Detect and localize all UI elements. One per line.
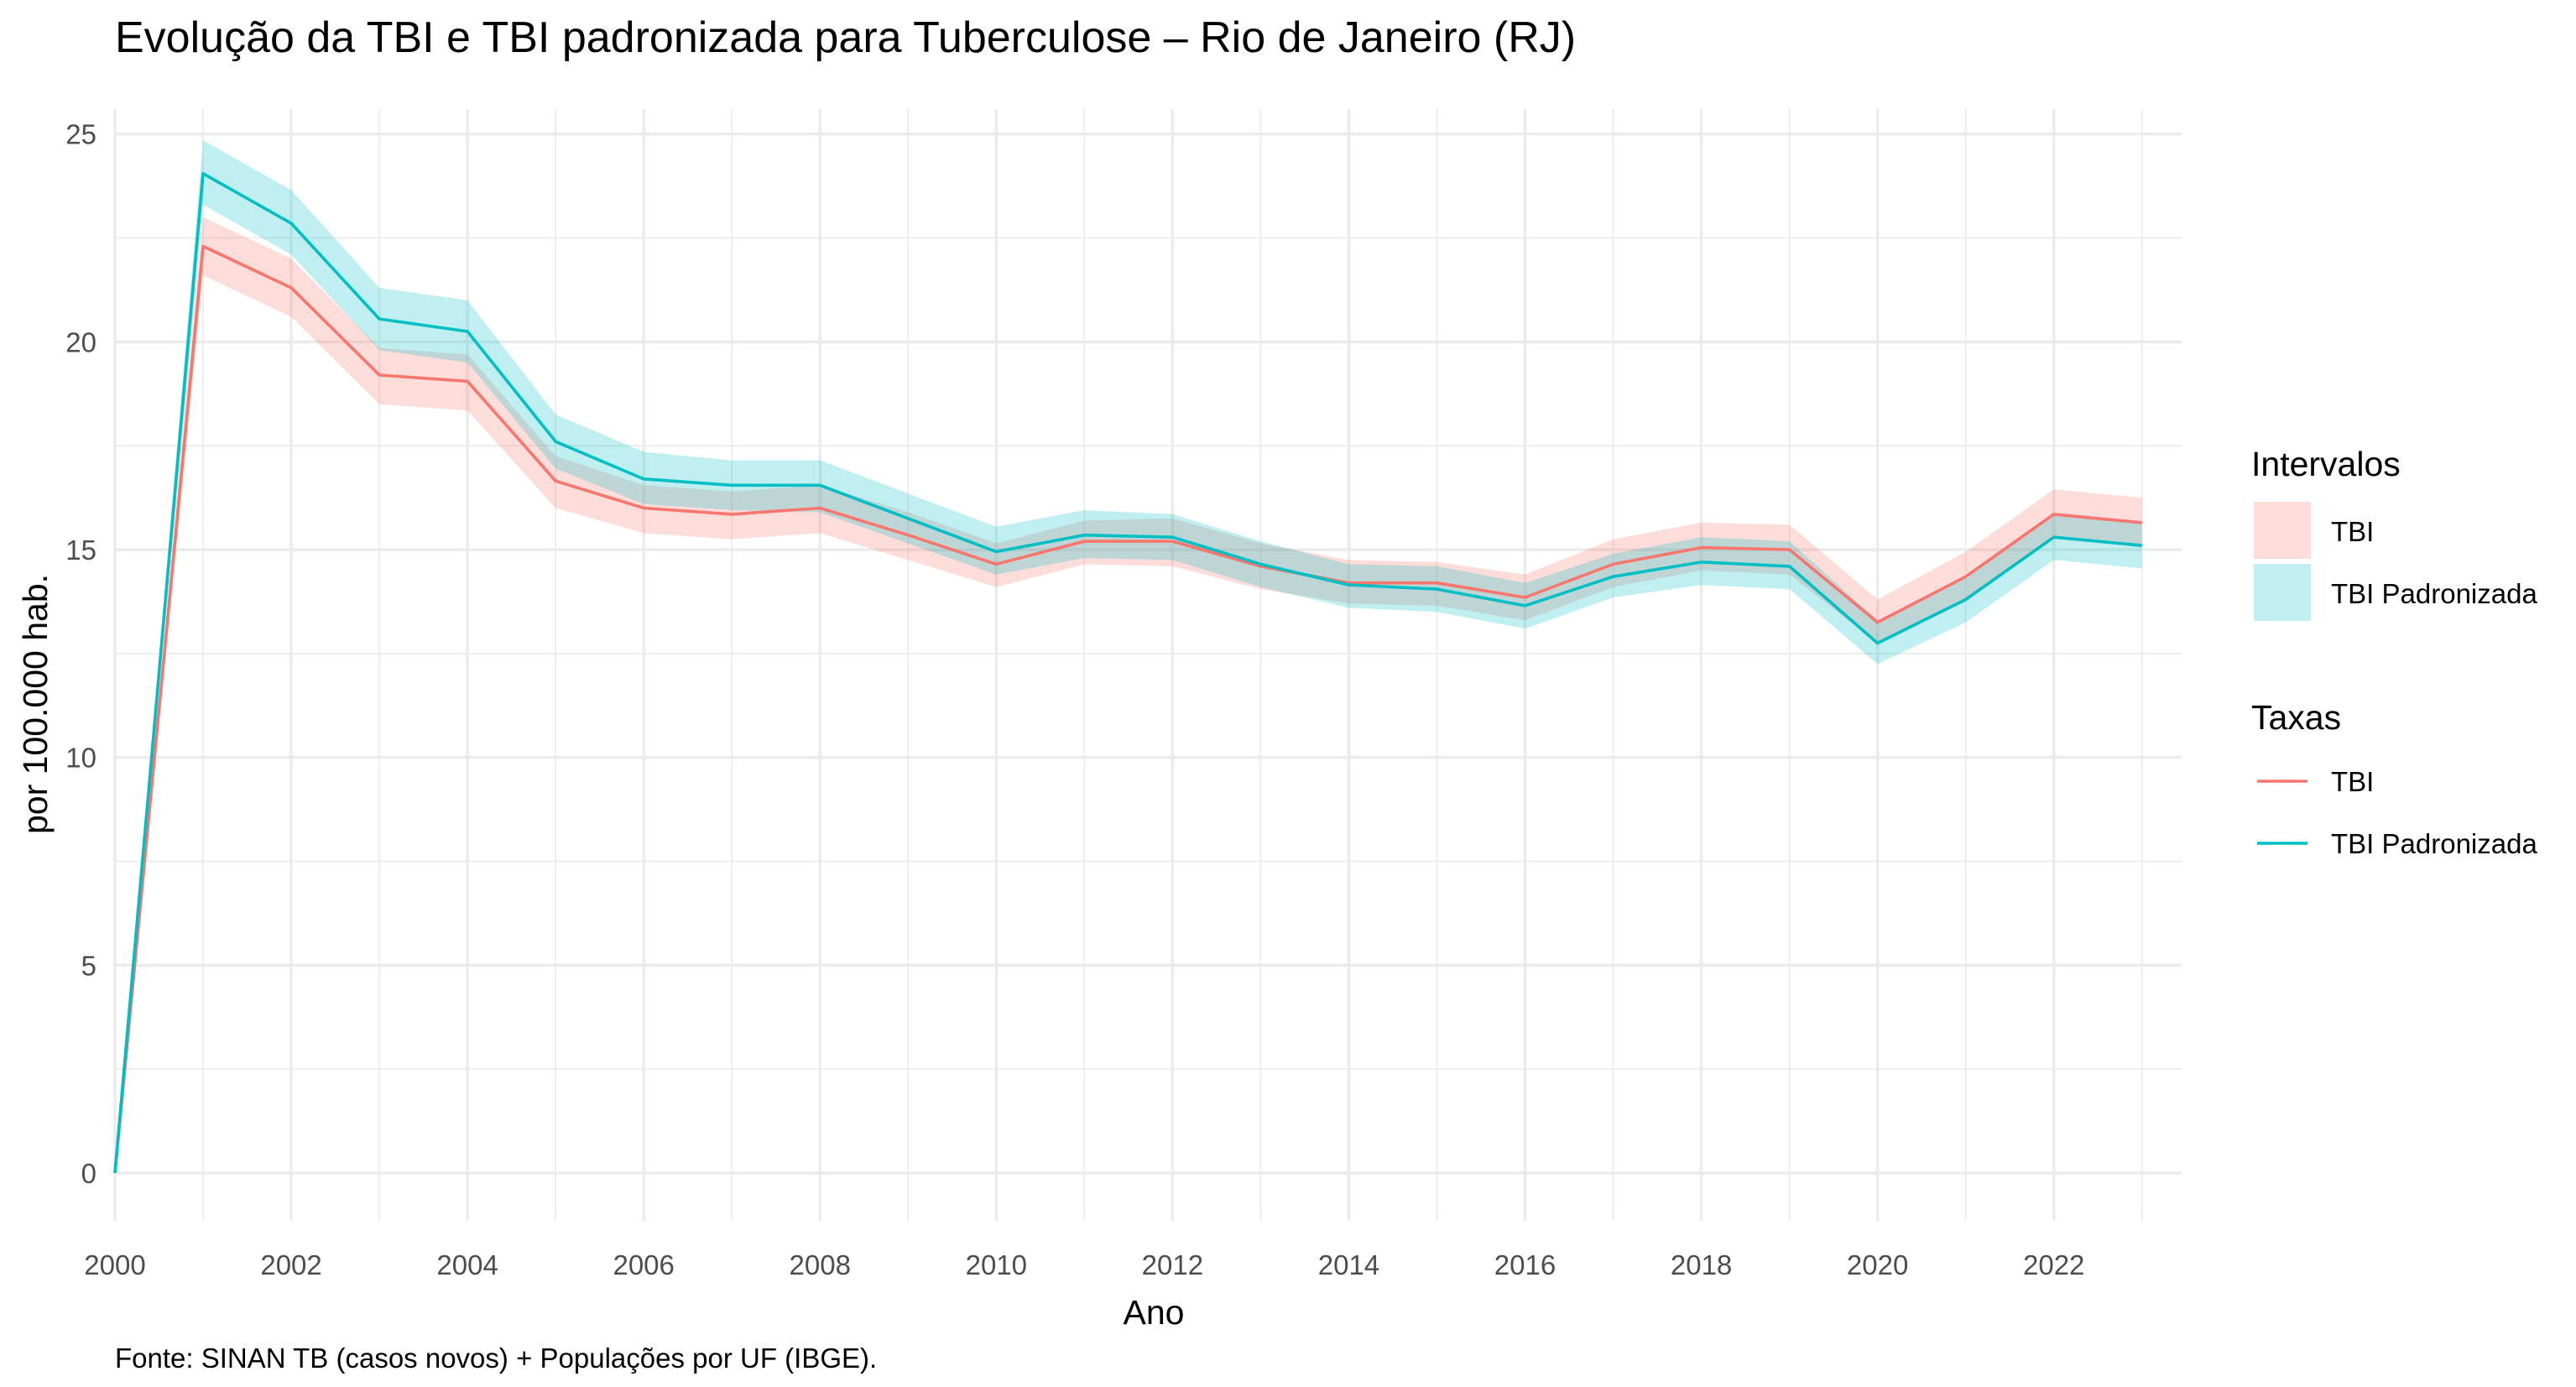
legend-interval-label-tbi-padronizada: TBI Padronizada xyxy=(2331,578,2537,609)
confidence-bands xyxy=(115,140,2142,1174)
x-tick-label: 2000 xyxy=(84,1249,145,1280)
legend-interval-swatch-tbi xyxy=(2254,502,2311,559)
x-tick-label: 2006 xyxy=(613,1249,674,1280)
series-line-tbi xyxy=(113,244,2142,1174)
y-tick-label: 10 xyxy=(65,743,96,774)
x-tick-label: 2022 xyxy=(2023,1249,2084,1280)
y-tick-label: 0 xyxy=(81,1158,96,1189)
x-tick-label: 2016 xyxy=(1494,1249,1556,1280)
legend-rate-label-tbi: TBI xyxy=(2331,766,2374,797)
legend-rate-label-tbi-padronizada: TBI Padronizada xyxy=(2331,828,2537,859)
x-tick-label: 2012 xyxy=(1142,1249,1203,1280)
x-tick-label: 2010 xyxy=(966,1249,1027,1280)
confidence-band-tbi-padronizada xyxy=(115,140,2142,1174)
legend-interval-label-tbi: TBI xyxy=(2331,516,2374,547)
x-tick-label: 2018 xyxy=(1671,1249,1732,1280)
x-tick-label: 2008 xyxy=(790,1249,851,1280)
y-tick-label: 20 xyxy=(65,326,96,357)
grid xyxy=(113,109,2182,1221)
legend-interval-swatch-tbi-padronizada xyxy=(2254,564,2311,621)
series-lines xyxy=(113,172,2142,1174)
x-axis-title: Ano xyxy=(1124,1293,1185,1332)
series-line-tbi-padronizada xyxy=(113,172,2142,1174)
legend-intervals-title: Intervalos xyxy=(2251,445,2401,483)
y-tick-label: 5 xyxy=(81,950,96,981)
x-tick-label: 2002 xyxy=(260,1249,321,1280)
y-tick-label: 15 xyxy=(65,534,96,566)
chart-title: Evolução da TBI e TBI padronizada para T… xyxy=(115,13,1576,62)
legend-rates-title: Taxas xyxy=(2251,698,2341,737)
confidence-band-tbi xyxy=(115,216,2142,1173)
legend: Intervalos TBI TBI Padronizada Taxas TBI… xyxy=(2251,445,2537,859)
caption: Fonte: SINAN TB (casos novos) + Populaçõ… xyxy=(115,1343,877,1374)
x-tick-label: 2014 xyxy=(1318,1249,1379,1280)
x-tick-label: 2004 xyxy=(436,1249,498,1280)
y-axis-ticks: 0 5 10 15 20 25 xyxy=(65,119,96,1189)
y-axis-title: por 100.000 hab. xyxy=(16,574,55,834)
x-tick-label: 2020 xyxy=(1847,1249,1908,1280)
y-tick-label: 25 xyxy=(65,119,96,150)
x-axis-ticks: 2000 2002 2004 2006 2008 2010 2012 2014 2016 2018… xyxy=(84,1249,2084,1280)
